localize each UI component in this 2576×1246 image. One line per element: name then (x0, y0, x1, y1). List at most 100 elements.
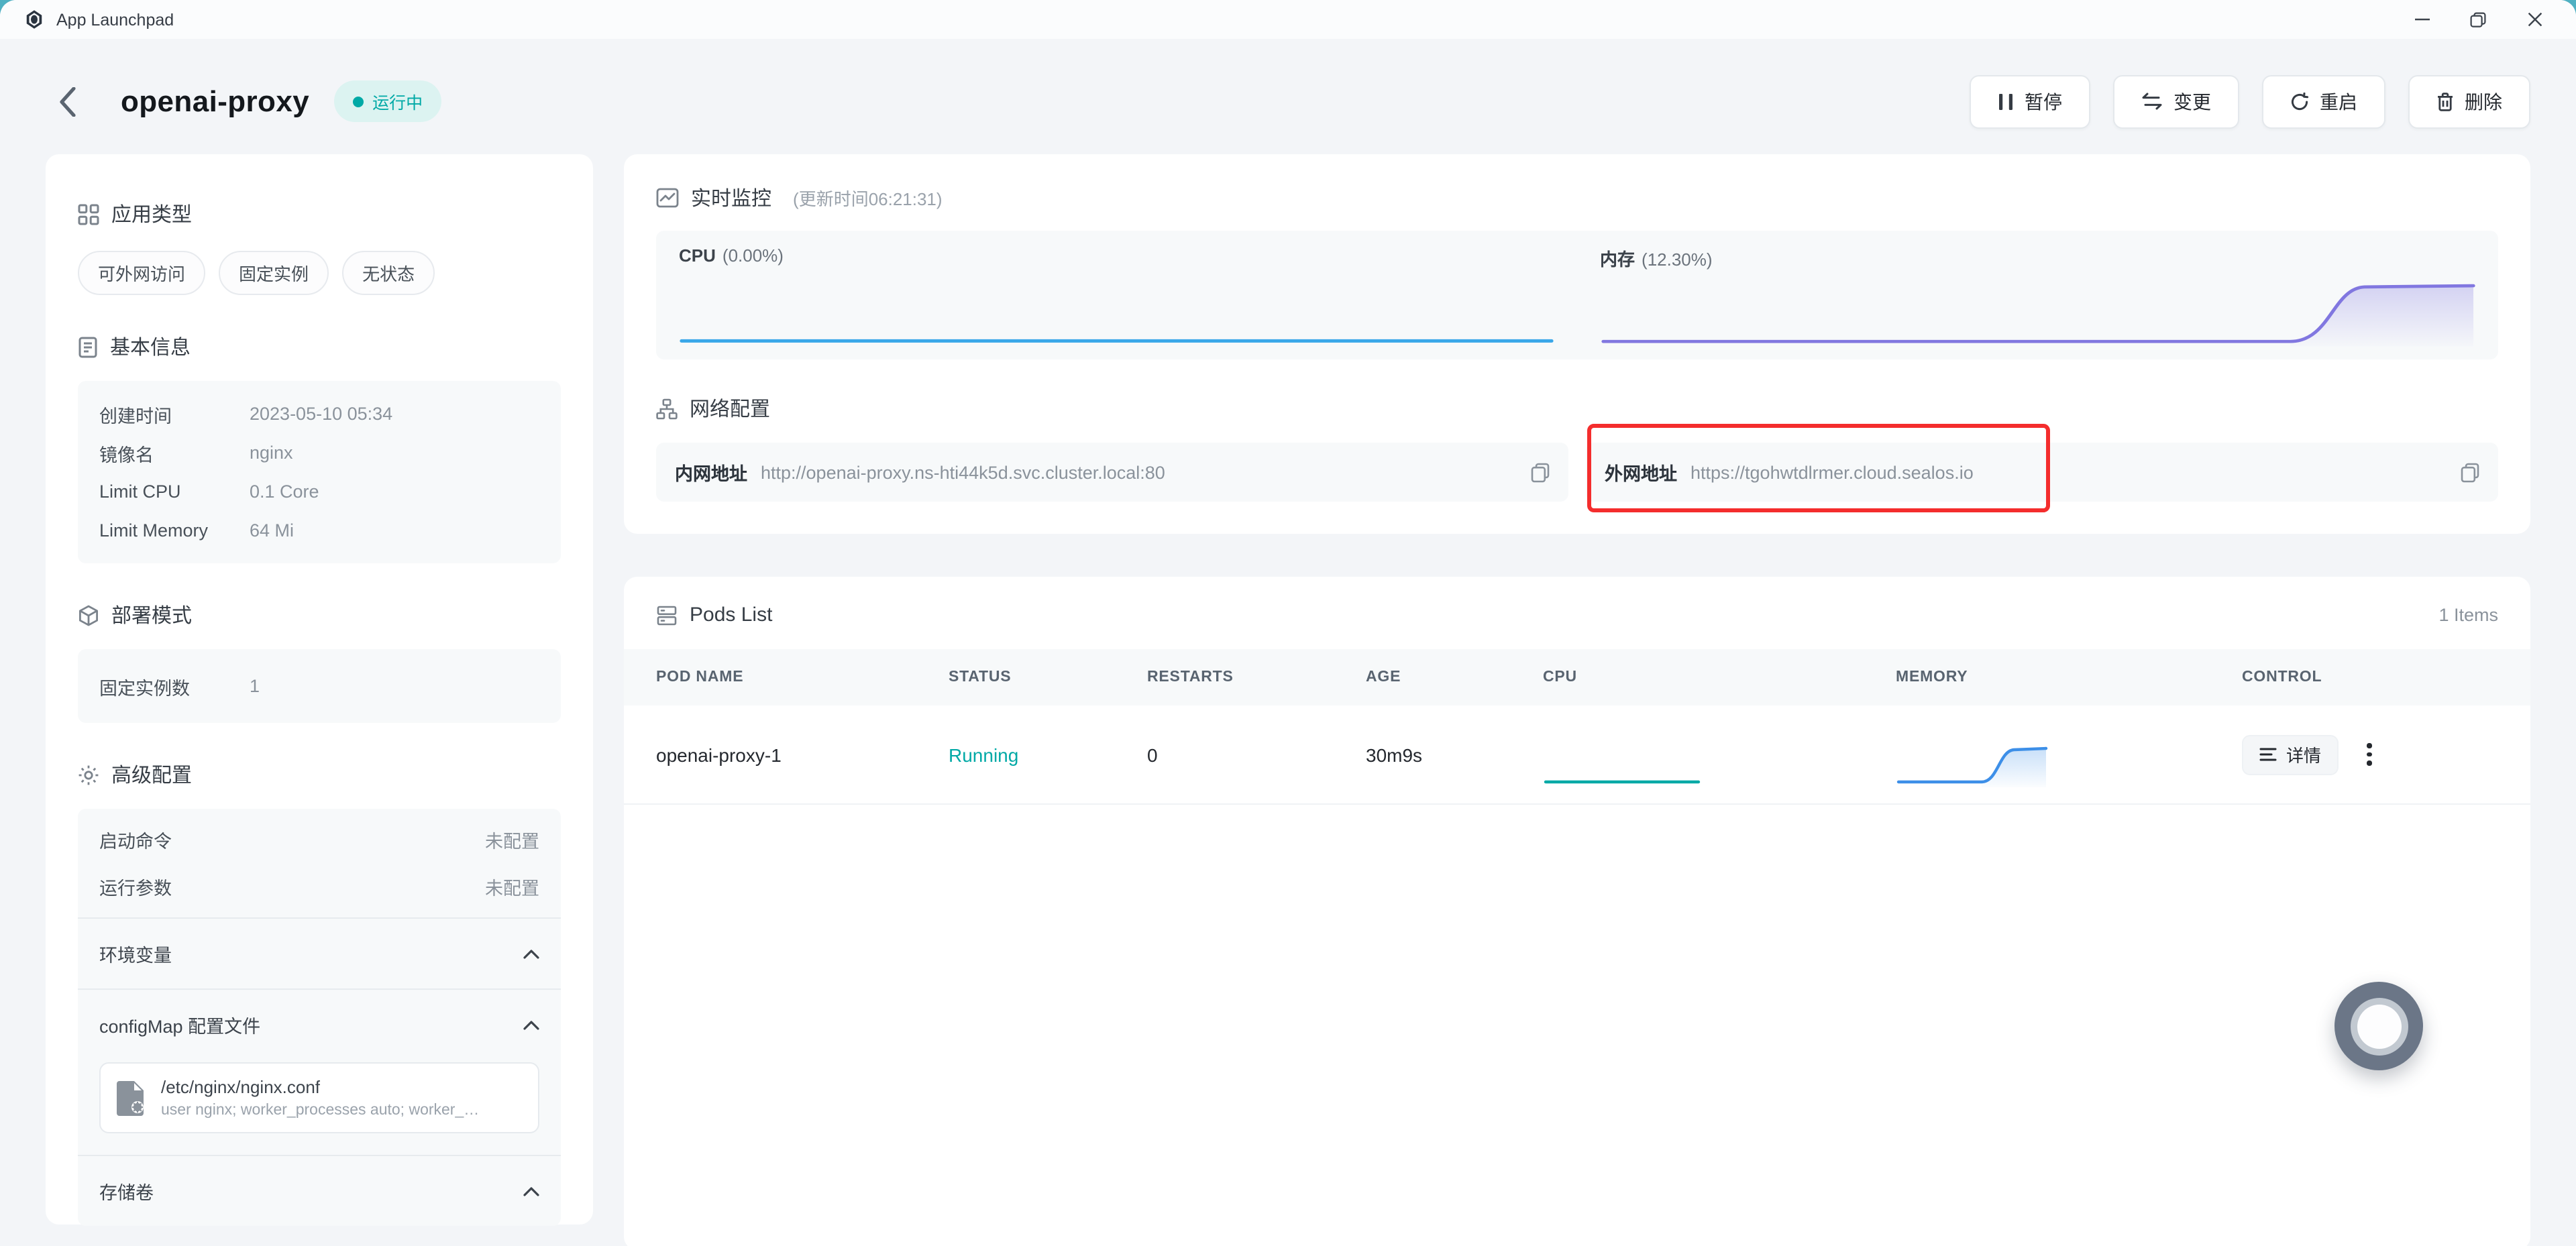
app-type-section-title: 应用类型 (78, 200, 561, 228)
trash-icon (2438, 92, 2453, 111)
memory-sparkline (1600, 274, 2475, 349)
pod-control-cell: 详情 (2242, 734, 2530, 775)
info-row-limit-memory: Limit Memory 64 Mi (99, 520, 294, 541)
basic-info-section-title: 基本信息 (78, 333, 561, 361)
tag-stateless: 无状态 (342, 251, 435, 295)
internal-address-url: http://openai-proxy.ns-hti44k5d.svc.clus… (761, 462, 1165, 482)
floating-assistant-ball[interactable] (2334, 982, 2423, 1070)
app-title: App Launchpad (56, 10, 174, 29)
pods-table-header: POD NAME STATUS RESTARTS AGE CPU MEMORY … (624, 649, 2530, 705)
status-dot-icon (352, 96, 364, 107)
deploy-mode-section-title: 部署模式 (78, 601, 561, 629)
divider (78, 917, 561, 919)
info-row-limit-cpu: Limit CPU 0.1 Core (99, 482, 319, 502)
advanced-section-title: 高级配置 (78, 760, 561, 789)
swap-arrows-icon (2142, 93, 2162, 110)
pods-list-icon (657, 605, 677, 625)
external-address-url: https://tgohwtdlrmer.cloud.sealos.io (1690, 462, 1974, 482)
chevron-up-icon (523, 1020, 539, 1029)
tag-external-access: 可外网访问 (78, 251, 206, 295)
row-run-args: 运行参数 未配置 (99, 879, 539, 899)
content-area: 应用类型 可外网访问 固定实例 无状态 基本信息 创建时间 2023-05-10 … (0, 135, 2576, 1246)
list-icon (2259, 748, 2277, 761)
pod-more-menu-icon[interactable] (2361, 738, 2377, 771)
page-title: openai-proxy (121, 84, 310, 117)
configmap-file-name: /etc/nginx/nginx.conf (161, 1077, 321, 1097)
configmap-file-preview: user nginx; worker_processes auto; worke… (161, 1102, 483, 1119)
status-badge: 运行中 (333, 80, 442, 122)
cpu-chart-label: CPU (679, 245, 716, 266)
assistant-ball-ring (2350, 997, 2408, 1055)
restore-button[interactable] (2450, 0, 2506, 39)
network-icon (656, 398, 678, 419)
env-vars-collapse-row[interactable]: 环境变量 (78, 919, 561, 988)
close-button[interactable] (2506, 0, 2563, 39)
row-start-command: 启动命令 未配置 (99, 832, 539, 852)
main-column: 实时监控 (更新时间06:21:31) CPU (0.00%) 内存 (12.30%… (624, 154, 2530, 1246)
basic-info-panel: 创建时间 2023-05-10 05:34 镜像名 nginx Limit CPU 0… (78, 381, 561, 563)
page-header: openai-proxy 运行中 暂停 变更 重启 删除 (0, 39, 2576, 135)
delete-button[interactable]: 删除 (2408, 74, 2530, 128)
external-address-label: 外网地址 (1605, 464, 1677, 484)
title-bar: App Launchpad (0, 0, 2576, 39)
pods-count: 1 Items (2438, 605, 2498, 625)
cpu-sparkline (679, 268, 1554, 349)
advanced-panel: 启动命令 未配置 运行参数 未配置 环境变量 configMap 配置文件 /etc… (78, 809, 561, 1226)
monitor-network-card: 实时监控 (更新时间06:21:31) CPU (0.00%) 内存 (12.30%… (624, 154, 2530, 534)
pause-button[interactable]: 暂停 (1970, 74, 2090, 128)
grid-icon (78, 203, 99, 225)
internal-address-label: 内网地址 (675, 464, 747, 484)
external-address-box: 外网地址 https://tgohwtdlrmer.cloud.sealos.i… (1586, 443, 2498, 502)
monitor-section-title: 实时监控 (更新时间06:21:31) (656, 184, 2498, 212)
configmap-collapse-row[interactable]: configMap 配置文件 (78, 990, 561, 1060)
pod-restarts: 0 (1147, 744, 1158, 765)
network-section-title: 网络配置 (656, 394, 2498, 422)
pods-list-card: Pods List 1 Items POD NAME STATUS RESTAR… (624, 577, 2530, 1246)
monitor-chart-icon (656, 188, 679, 208)
divider (78, 1155, 561, 1156)
memory-monitor-chart: 内存 (12.30%) (1577, 231, 2498, 359)
pods-list-header: Pods List 1 Items (624, 604, 2530, 626)
pod-status: Running (949, 744, 1019, 765)
pod-table-row: openai-proxy-1 Running 0 30m9s (624, 705, 2530, 805)
storage-collapse-row[interactable]: 存储卷 (78, 1156, 561, 1226)
back-button[interactable] (48, 82, 86, 120)
info-row-created: 创建时间 2023-05-10 05:34 (99, 404, 393, 426)
monitor-update-time: (更新时间06:21:31) (793, 189, 943, 209)
pods-list-title: Pods List (690, 604, 773, 626)
app-info-sidebar: 应用类型 可外网访问 固定实例 无状态 基本信息 创建时间 2023-05-10 … (46, 154, 593, 1226)
internal-address-box: 内网地址 http://openai-proxy.ns-hti44k5d.svc… (656, 443, 1568, 502)
config-file-icon (117, 1080, 144, 1115)
copy-external-address-icon[interactable] (2461, 462, 2479, 482)
tag-fixed-instance: 固定实例 (219, 251, 329, 295)
pod-age: 30m9s (1366, 744, 1423, 765)
assistant-ball-core (2357, 1004, 2401, 1048)
chevron-up-icon (523, 1186, 539, 1196)
info-row-image: 镜像名 nginx (99, 443, 293, 465)
deploy-mode-panel: 固定实例数 1 (78, 649, 561, 723)
cpu-monitor-chart: CPU (0.00%) (656, 231, 1577, 359)
restart-icon (2291, 92, 2309, 110)
cpu-chart-value: (0.00%) (722, 245, 784, 266)
pod-cpu-sparkline (1543, 739, 1701, 793)
pause-icon (1999, 93, 2012, 109)
memory-chart-label: 内存 (1600, 249, 1635, 270)
package-icon (79, 604, 98, 626)
minimize-button[interactable] (2394, 0, 2450, 39)
configmap-file-card[interactable]: /etc/nginx/nginx.conf user nginx; worker… (99, 1062, 539, 1133)
pod-name: openai-proxy-1 (656, 744, 782, 765)
divider (78, 988, 561, 990)
app-type-tags: 可外网访问 固定实例 无状态 (78, 251, 561, 295)
change-button[interactable]: 变更 (2113, 74, 2239, 128)
gear-icon (78, 764, 99, 785)
pod-memory-sparkline (1896, 739, 2049, 793)
monitor-panel: CPU (0.00%) 内存 (12.30%) (656, 231, 2498, 359)
copy-internal-address-icon[interactable] (1531, 462, 1550, 482)
restart-button[interactable]: 重启 (2262, 74, 2385, 128)
chevron-up-icon (523, 949, 539, 958)
memory-chart-value: (12.30%) (1642, 249, 1713, 270)
pod-detail-button[interactable]: 详情 (2242, 734, 2339, 775)
info-row-replicas: 固定实例数 1 (99, 676, 260, 698)
